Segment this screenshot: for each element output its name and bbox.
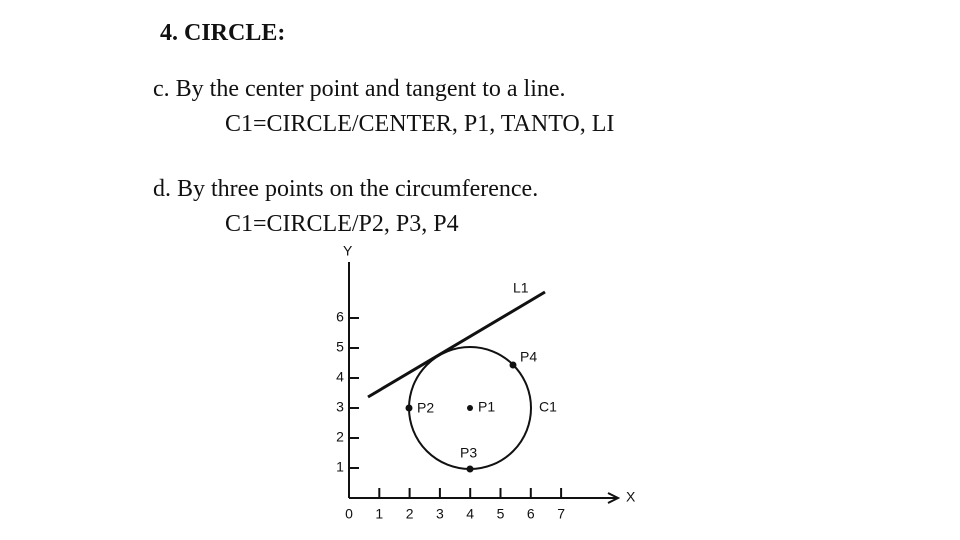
x-tick-label: 5 — [497, 506, 505, 522]
item-text: c. By the center point and tangent to a … — [153, 76, 566, 102]
y-tick-label: 4 — [336, 369, 344, 385]
axis-label: Y — [343, 243, 353, 259]
point-dot — [466, 465, 474, 473]
y-tick-label: 5 — [336, 339, 344, 355]
item-code: C1=CIRCLE/P2, P3, P4 — [225, 211, 459, 237]
x-tick-label: 4 — [466, 506, 474, 522]
x-tick-label: 2 — [406, 506, 414, 522]
axis-label: X — [626, 489, 636, 505]
point-dot — [467, 405, 473, 411]
title: 4. CIRCLE: — [160, 20, 286, 46]
item-text: d. By three points on the circumference. — [153, 176, 539, 202]
point-label: P3 — [460, 445, 477, 461]
tangent-line — [367, 290, 546, 399]
point-label: P4 — [520, 349, 537, 365]
x-tick-label: 0 — [345, 506, 353, 522]
y-tick-label: 1 — [336, 459, 344, 475]
item-code: C1=CIRCLE/CENTER, P1, TANTO, LI — [225, 111, 615, 137]
line-label: L1 — [513, 280, 529, 296]
x-tick-label: 3 — [436, 506, 444, 522]
x-arrow — [607, 492, 621, 504]
point-dot — [405, 404, 413, 412]
y-tick-label: 2 — [336, 429, 344, 445]
x-tick-label: 7 — [557, 506, 565, 522]
point-label: P1 — [478, 399, 495, 415]
x-tick-label: 6 — [527, 506, 535, 522]
y-tick-label: 3 — [336, 399, 344, 415]
point-label: P2 — [417, 400, 434, 416]
x-tick-label: 1 — [375, 506, 383, 522]
circle-label: C1 — [539, 399, 557, 415]
point-dot — [509, 361, 517, 369]
y-tick-label: 6 — [336, 309, 344, 325]
